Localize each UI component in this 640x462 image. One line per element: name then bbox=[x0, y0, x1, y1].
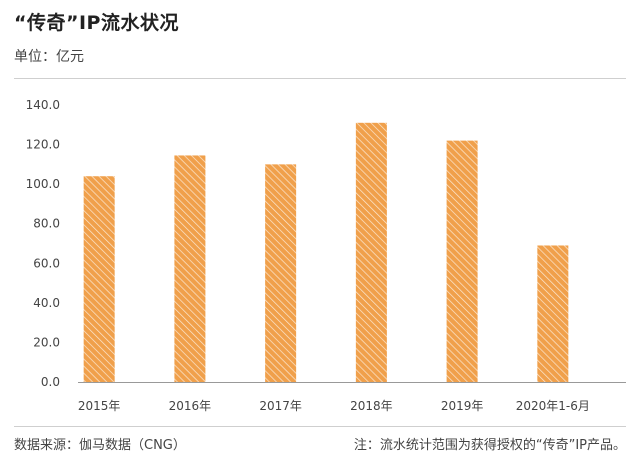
bar bbox=[174, 155, 206, 382]
x-tick-label: 2015年 bbox=[78, 399, 121, 413]
y-tick-label: 0.0 bbox=[41, 375, 60, 389]
x-tick-label: 2019年 bbox=[441, 399, 484, 413]
y-tick-label: 60.0 bbox=[33, 256, 60, 270]
unit-label: 单位：亿元 bbox=[14, 49, 84, 65]
data-source: 数据来源：伽马数据（CNG） bbox=[14, 438, 186, 453]
x-tick-label: 2020年1-6月 bbox=[516, 399, 590, 413]
y-tick-label: 40.0 bbox=[33, 296, 60, 310]
y-tick-label: 100.0 bbox=[26, 177, 60, 191]
bar bbox=[446, 140, 478, 382]
y-axis: 0.0 20.0 40.0 60.0 80.0 100.0 120.0 140.0 bbox=[26, 98, 60, 389]
chart-title: “传奇”IP流水状况 bbox=[14, 12, 179, 34]
bars bbox=[83, 122, 569, 383]
bar bbox=[355, 122, 387, 383]
y-tick-label: 80.0 bbox=[33, 217, 60, 231]
x-axis: 2015年 2016年 2017年 2018年 2019年 2020年1-6月 bbox=[78, 399, 590, 413]
x-tick-label: 2017年 bbox=[259, 399, 302, 413]
x-tick-label: 2016年 bbox=[169, 399, 212, 413]
bar bbox=[83, 176, 115, 382]
x-tick-label: 2018年 bbox=[350, 399, 393, 413]
y-tick-label: 20.0 bbox=[33, 335, 60, 349]
bottom-divider bbox=[14, 426, 626, 427]
bar bbox=[537, 245, 569, 382]
bar bbox=[265, 164, 297, 382]
top-divider bbox=[14, 78, 626, 79]
y-tick-label: 140.0 bbox=[26, 98, 60, 112]
footnote: 注：流水统计范围为获得授权的“传奇”IP产品。 bbox=[353, 438, 626, 453]
y-tick-label: 120.0 bbox=[26, 138, 60, 152]
